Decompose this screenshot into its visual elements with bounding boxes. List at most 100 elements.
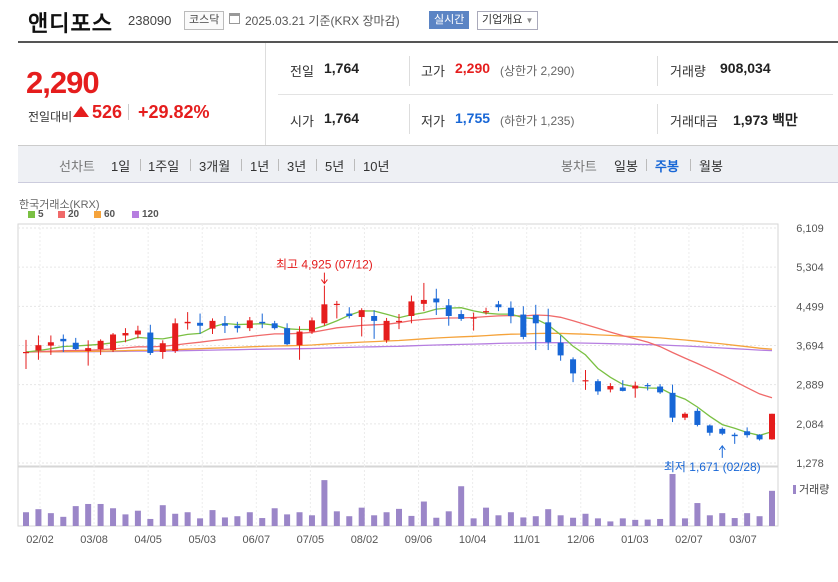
company-overview-dropdown[interactable]: 기업개요 ▼ bbox=[477, 11, 539, 30]
quote-date: 2025.03.21 기준(KRX 장마감) bbox=[245, 12, 400, 29]
candle-body bbox=[47, 342, 54, 346]
volume-bar bbox=[346, 516, 353, 526]
candle-body bbox=[507, 307, 514, 316]
candle bbox=[371, 310, 378, 339]
candle bbox=[731, 432, 738, 444]
volume-bar bbox=[445, 511, 452, 526]
candle-body bbox=[358, 310, 365, 317]
volume-bar bbox=[97, 503, 104, 526]
volume-bar bbox=[694, 503, 701, 526]
volume-bar bbox=[594, 518, 601, 526]
candle bbox=[458, 310, 465, 321]
volume-bar bbox=[570, 517, 577, 526]
legend-swatch-ma120 bbox=[132, 211, 139, 218]
candle-body bbox=[197, 322, 204, 326]
candle-body bbox=[483, 311, 490, 313]
cell-divider bbox=[409, 56, 410, 86]
candle bbox=[657, 384, 664, 394]
candle-body bbox=[557, 342, 564, 356]
volume-bar bbox=[234, 516, 241, 526]
cell-divider bbox=[409, 104, 410, 134]
candle bbox=[209, 318, 216, 334]
stock-code: 238090 bbox=[128, 13, 172, 28]
candle-body bbox=[657, 386, 664, 393]
volume-bar bbox=[271, 508, 278, 526]
candle-body bbox=[371, 315, 378, 321]
low-arrow bbox=[718, 445, 726, 458]
x-tick-label: 02/07 bbox=[675, 534, 703, 546]
candle-daily[interactable]: 일봉 bbox=[614, 159, 638, 174]
annotations: 최고 4,925 (07/12) 최저 1,671 (02/28) bbox=[276, 258, 761, 474]
volume-bar bbox=[259, 518, 266, 526]
volume-bar bbox=[458, 486, 465, 526]
row-divider bbox=[278, 94, 833, 95]
candle-body bbox=[246, 320, 253, 329]
volume-bar bbox=[507, 512, 514, 526]
x-tick-label: 03/07 bbox=[729, 534, 757, 546]
candle bbox=[321, 285, 328, 326]
candle-body bbox=[694, 410, 701, 425]
candle-body bbox=[619, 387, 626, 391]
high-label: 고가 bbox=[421, 64, 445, 79]
x-tick-label: 07/05 bbox=[297, 534, 325, 546]
candle bbox=[134, 325, 141, 339]
line-chart-label: 선차트 bbox=[59, 159, 95, 174]
candle bbox=[110, 333, 117, 352]
stock-name: 앤디포스 bbox=[28, 11, 113, 36]
candle bbox=[308, 317, 315, 334]
candle-body bbox=[731, 434, 738, 437]
candle bbox=[408, 295, 415, 324]
period-5y[interactable]: 5년 bbox=[325, 159, 345, 174]
realtime-button[interactable]: 실시간 bbox=[429, 11, 470, 29]
candle bbox=[619, 380, 626, 392]
candle-body bbox=[60, 338, 67, 342]
candle bbox=[122, 328, 129, 343]
candle bbox=[495, 300, 502, 312]
cell-divider bbox=[657, 56, 658, 86]
volume-bar bbox=[147, 518, 154, 526]
current-price: 2,290 bbox=[26, 65, 100, 100]
y-tick-label: 6,109 bbox=[796, 223, 824, 235]
candle bbox=[532, 304, 539, 351]
period-10y[interactable]: 10년 bbox=[363, 159, 390, 174]
candle-body bbox=[744, 431, 751, 436]
period-1d[interactable]: 1일 bbox=[111, 159, 131, 174]
candle-body bbox=[545, 322, 552, 343]
y-tick-label: 3,694 bbox=[796, 341, 824, 353]
candle-body bbox=[669, 392, 676, 418]
candle bbox=[719, 427, 726, 436]
period-1y[interactable]: 1년 bbox=[250, 159, 270, 174]
candle bbox=[681, 412, 688, 421]
volume-bar bbox=[731, 518, 738, 526]
candle bbox=[756, 434, 763, 441]
x-tick-label: 03/08 bbox=[80, 534, 108, 546]
candle bbox=[644, 383, 651, 391]
y-tick-label: 2,889 bbox=[796, 380, 824, 392]
candle bbox=[607, 383, 614, 393]
candle bbox=[47, 335, 54, 355]
high-arrow bbox=[321, 272, 328, 285]
x-tick-label: 11/01 bbox=[513, 534, 540, 546]
candle-body bbox=[147, 332, 154, 353]
cell-divider bbox=[657, 104, 658, 134]
volume-bar bbox=[619, 518, 626, 526]
volume-bar bbox=[520, 517, 527, 526]
high-value: 2,290 bbox=[455, 60, 491, 76]
high-annotation: 최고 4,925 (07/12) bbox=[276, 258, 373, 272]
y-tick-label: 4,499 bbox=[796, 301, 824, 313]
period-3y[interactable]: 3년 bbox=[287, 159, 307, 174]
period-3m[interactable]: 3개월 bbox=[199, 159, 231, 174]
candle bbox=[570, 357, 577, 383]
volume-bar bbox=[35, 509, 42, 526]
low-annotation: 최저 1,671 (02/28) bbox=[664, 460, 761, 474]
period-1w[interactable]: 1주일 bbox=[148, 159, 180, 174]
candle bbox=[582, 369, 589, 390]
candle-monthly[interactable]: 월봉 bbox=[699, 159, 723, 174]
candle-weekly[interactable]: 주봉 bbox=[655, 159, 679, 174]
candle-body bbox=[594, 381, 601, 392]
candle-body bbox=[756, 434, 763, 440]
candle bbox=[271, 320, 278, 330]
open-value: 1,764 bbox=[324, 110, 360, 126]
volume-bar bbox=[433, 517, 440, 526]
